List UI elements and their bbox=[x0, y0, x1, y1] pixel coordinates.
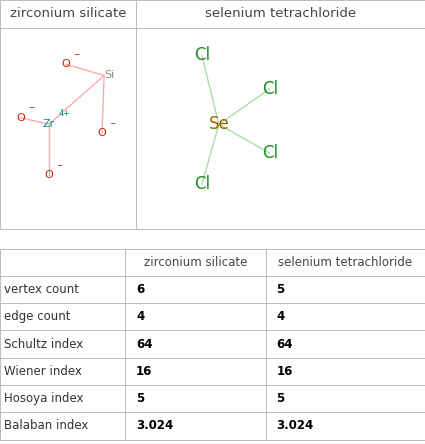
Text: O: O bbox=[98, 128, 106, 138]
Text: 5: 5 bbox=[136, 392, 144, 405]
Text: 4: 4 bbox=[136, 310, 144, 323]
Text: zirconium silicate: zirconium silicate bbox=[10, 8, 126, 20]
Text: Si: Si bbox=[104, 71, 114, 80]
Text: vertex count: vertex count bbox=[4, 283, 79, 296]
Text: 3.024: 3.024 bbox=[276, 420, 314, 432]
Text: 16: 16 bbox=[276, 365, 293, 378]
Text: Cl: Cl bbox=[194, 175, 210, 193]
Text: 4: 4 bbox=[276, 310, 284, 323]
Text: edge count: edge count bbox=[4, 310, 71, 323]
Text: Schultz index: Schultz index bbox=[4, 337, 83, 351]
Text: 4+: 4+ bbox=[59, 109, 71, 118]
Text: 64: 64 bbox=[136, 337, 153, 351]
Text: −: − bbox=[109, 119, 116, 128]
Text: Se: Se bbox=[209, 115, 229, 133]
Text: selenium tetrachloride: selenium tetrachloride bbox=[205, 8, 356, 20]
Text: O: O bbox=[16, 113, 25, 123]
Text: Cl: Cl bbox=[262, 80, 278, 98]
Text: Cl: Cl bbox=[194, 47, 210, 64]
Text: Hosoya index: Hosoya index bbox=[4, 392, 84, 405]
Text: O: O bbox=[62, 59, 70, 69]
Text: Cl: Cl bbox=[262, 144, 278, 162]
Text: selenium tetrachloride: selenium tetrachloride bbox=[278, 256, 412, 269]
Text: Wiener index: Wiener index bbox=[4, 365, 82, 378]
Bar bbox=[0, 0, 425, 229]
Text: Balaban index: Balaban index bbox=[4, 420, 89, 432]
Text: −: − bbox=[73, 50, 79, 59]
Text: 16: 16 bbox=[136, 365, 153, 378]
Text: 5: 5 bbox=[276, 283, 284, 296]
Bar bbox=[0, 249, 425, 440]
Text: zirconium silicate: zirconium silicate bbox=[144, 256, 247, 269]
Text: −: − bbox=[56, 161, 63, 170]
Text: 6: 6 bbox=[136, 283, 144, 296]
Text: Zr: Zr bbox=[43, 119, 55, 129]
Text: −: − bbox=[28, 103, 34, 112]
Text: O: O bbox=[45, 170, 53, 180]
Text: 3.024: 3.024 bbox=[136, 420, 173, 432]
Text: 5: 5 bbox=[276, 392, 284, 405]
Text: 64: 64 bbox=[276, 337, 293, 351]
